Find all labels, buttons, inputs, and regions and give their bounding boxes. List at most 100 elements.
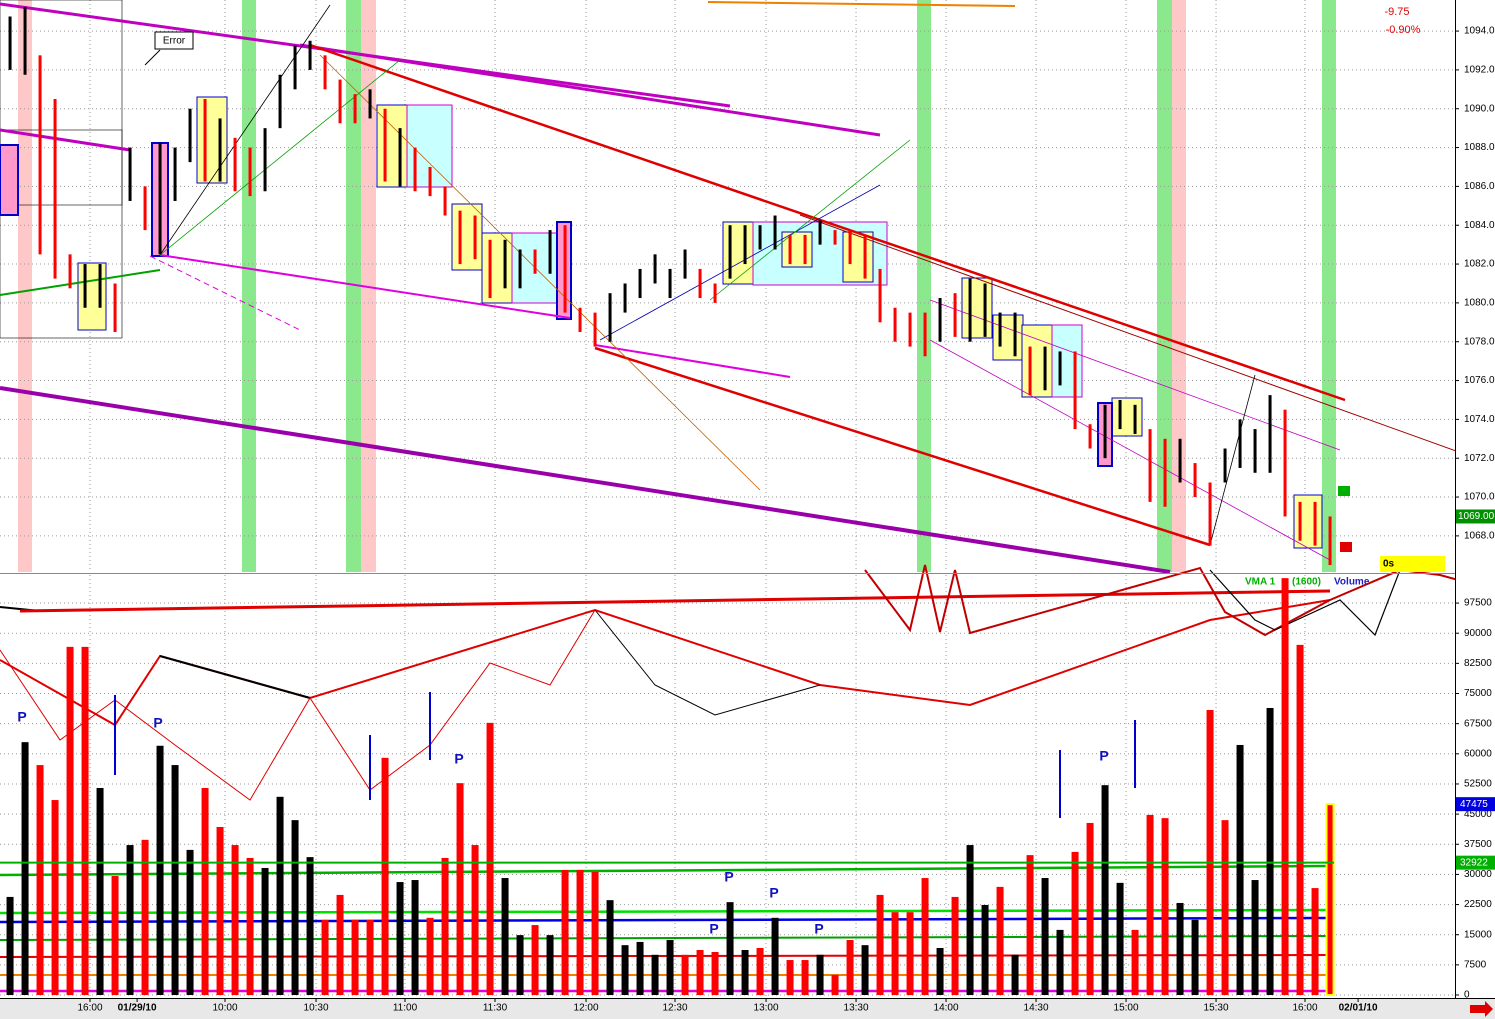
price-bar (518, 249, 522, 289)
volume-bar (1071, 851, 1079, 996)
volume-bar (951, 896, 959, 996)
y-tick-label: 52500 (1464, 779, 1492, 790)
x-tick-label: 13:30 (844, 1003, 869, 1014)
volume-bar (816, 954, 824, 996)
price-bar (938, 298, 942, 342)
price-bar (188, 108, 192, 163)
pivot-label: P (709, 921, 718, 937)
volume-bar (276, 796, 284, 996)
price-bar (698, 268, 702, 299)
price-bar (743, 225, 747, 265)
volume-bar (801, 960, 809, 996)
volume-bar (1325, 803, 1335, 997)
price-bar (368, 89, 372, 119)
price-bar (1163, 438, 1167, 507)
ma-name: VMA 1 (1245, 577, 1276, 588)
trendline (709, 139, 911, 301)
axis-background (1455, 0, 1495, 1000)
price-bar (143, 186, 147, 231)
pivot-label: P (724, 869, 733, 885)
price-bar (1238, 419, 1242, 468)
price-bar (563, 225, 567, 313)
price-bar (923, 312, 927, 357)
x-tick-label: 02/01/10 (1339, 1003, 1378, 1014)
price-bar (683, 249, 687, 279)
price-bar (1268, 395, 1272, 473)
timer: 0s (1383, 559, 1395, 570)
volume-bar (336, 894, 344, 996)
box (0, 0, 123, 339)
band (1157, 0, 1172, 572)
scroll-button[interactable] (1470, 1001, 1493, 1017)
volume-bar (906, 912, 914, 996)
price-bar (788, 234, 792, 265)
volume-bar (621, 945, 629, 996)
box (77, 262, 107, 331)
price-bar (548, 230, 552, 274)
volume-bar (756, 947, 764, 996)
y-tick-label: 1076.00 (1464, 375, 1495, 386)
net-change: -9.75 (1384, 6, 1409, 18)
ma-box (1456, 855, 1495, 870)
volume-bar (546, 935, 554, 996)
price-bar (833, 230, 837, 245)
price-bar (1088, 424, 1092, 449)
price-bar (1223, 448, 1227, 483)
price-bar (1013, 312, 1017, 357)
trendline (299, 43, 881, 137)
price-bar (1193, 463, 1197, 498)
volume-bar (396, 882, 404, 996)
volume-bar (171, 765, 179, 996)
box (0, 144, 19, 216)
volume-bar (606, 900, 614, 996)
price-bar (1283, 409, 1287, 517)
price-bar (623, 283, 627, 313)
price-bar (428, 166, 432, 197)
volume-line (1209, 569, 1401, 637)
price-bar (113, 283, 117, 333)
price-bar (38, 55, 42, 255)
price-bar (128, 147, 132, 201)
volume-bar (531, 925, 539, 996)
trendline (1209, 374, 1256, 546)
y-tick-label: 1080.00 (1464, 298, 1495, 309)
x-tick-label: 01/29/10 (118, 1003, 157, 1014)
x-tick-label: 15:00 (1114, 1003, 1139, 1014)
y-tick-label: 60000 (1464, 748, 1492, 759)
volume-bar (966, 845, 974, 996)
trendline (319, 54, 761, 491)
volume-bar (846, 939, 854, 996)
y-tick-label: 1084.00 (1464, 220, 1495, 231)
volume-bar (1251, 880, 1259, 996)
y-tick-label: 1078.00 (1464, 336, 1495, 347)
y-tick-label: 1088.00 (1464, 142, 1495, 153)
volume-bar (831, 974, 839, 996)
annotation: Error (163, 36, 186, 47)
y-tick-label: 37500 (1464, 839, 1492, 850)
x-tick-label: 16:00 (77, 1003, 102, 1014)
volume-bar (21, 742, 29, 996)
price-bar (203, 99, 207, 182)
ma-period: (1600) (1292, 577, 1321, 588)
pivot-label: P (454, 751, 463, 767)
price-bar (233, 137, 237, 192)
trendline (0, 128, 131, 152)
y-tick-label: 1086.00 (1464, 181, 1495, 192)
volume-bar (936, 947, 944, 996)
y-tick-label: 15000 (1464, 929, 1492, 940)
price-bar (323, 55, 327, 90)
y-tick-label: 97500 (1464, 598, 1492, 609)
price-bar (893, 307, 897, 342)
volume-bar (216, 826, 224, 996)
y-tick-label: 0 (1464, 990, 1470, 1001)
price-bar (353, 94, 357, 124)
y-tick-label: 1094.00 (1464, 26, 1495, 37)
y-tick-label: 1082.00 (1464, 259, 1495, 270)
box (376, 104, 408, 188)
price-bar (608, 293, 612, 342)
volume-bar (1161, 818, 1169, 996)
annotation-box (154, 31, 194, 50)
volume-bar (66, 646, 74, 996)
volume-bar (696, 949, 704, 996)
price-bar (458, 210, 462, 265)
